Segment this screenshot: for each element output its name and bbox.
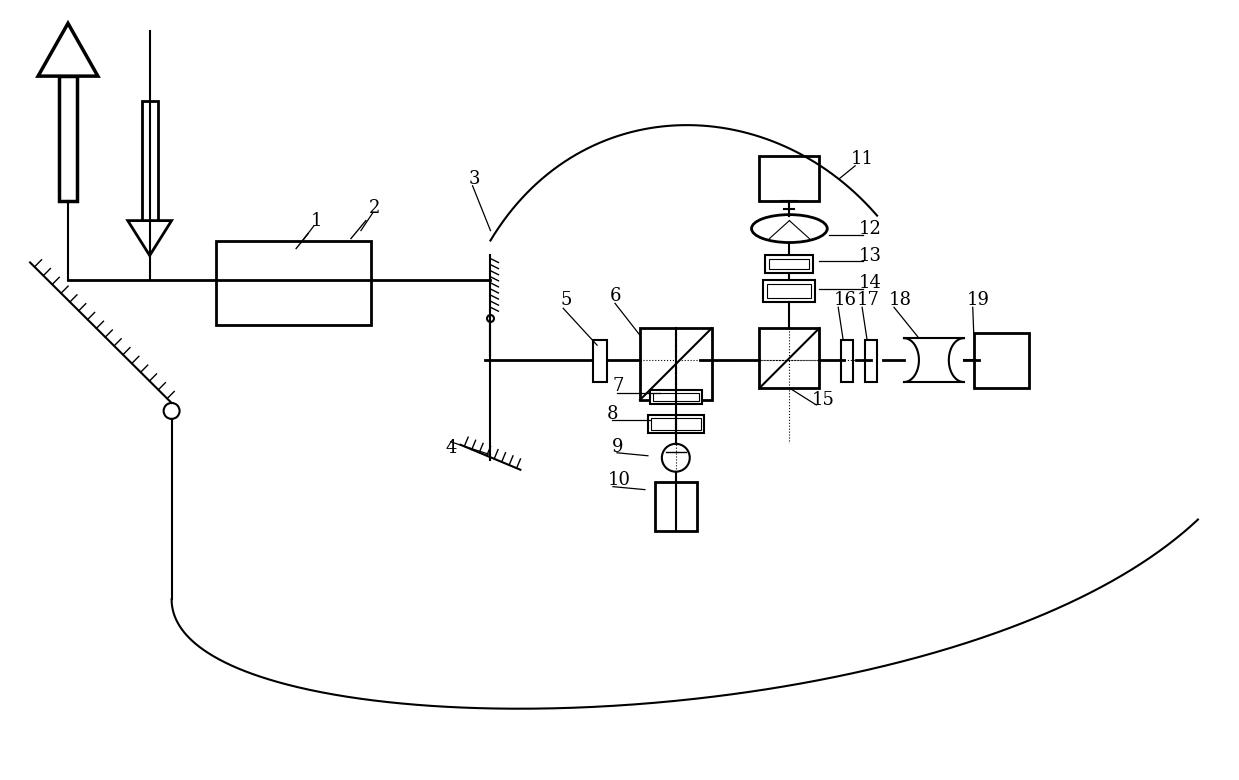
Bar xyxy=(974,333,1028,388)
Text: 3: 3 xyxy=(468,170,479,188)
Bar xyxy=(763,280,815,303)
Bar xyxy=(865,340,877,382)
Text: 4: 4 xyxy=(446,439,457,457)
Bar xyxy=(650,418,701,430)
Text: 8: 8 xyxy=(607,405,618,423)
Bar xyxy=(648,415,704,433)
Text: 1: 1 xyxy=(311,211,322,229)
Bar xyxy=(653,393,699,401)
Text: 7: 7 xyxy=(612,377,623,395)
Text: 2: 2 xyxy=(369,199,380,217)
Bar xyxy=(650,390,701,404)
Text: 9: 9 xyxy=(612,438,623,456)
Text: 19: 19 xyxy=(966,291,990,310)
Text: 12: 12 xyxy=(859,220,882,238)
Text: 14: 14 xyxy=(859,275,882,292)
Bar xyxy=(655,482,696,531)
Text: 11: 11 xyxy=(851,150,875,168)
Bar xyxy=(841,340,854,382)
Polygon shape xyxy=(128,221,171,256)
Text: 10: 10 xyxy=(608,470,631,489)
Text: 18: 18 xyxy=(890,291,912,310)
Text: 13: 13 xyxy=(859,247,882,265)
Bar xyxy=(766,256,813,274)
Bar xyxy=(217,240,370,325)
Text: 15: 15 xyxy=(812,391,834,409)
Bar xyxy=(593,340,607,382)
Text: 17: 17 xyxy=(857,291,880,310)
Polygon shape xyxy=(38,23,98,76)
Text: 5: 5 xyxy=(560,291,571,310)
Bar xyxy=(760,156,819,200)
Text: 6: 6 xyxy=(610,287,622,305)
Bar xyxy=(760,328,819,388)
Text: 16: 16 xyxy=(834,291,857,310)
Bar xyxy=(59,76,77,200)
Bar xyxy=(767,285,812,298)
Bar xyxy=(769,260,809,269)
Bar xyxy=(639,328,711,400)
Ellipse shape xyxy=(752,215,828,243)
Bar xyxy=(141,101,157,221)
